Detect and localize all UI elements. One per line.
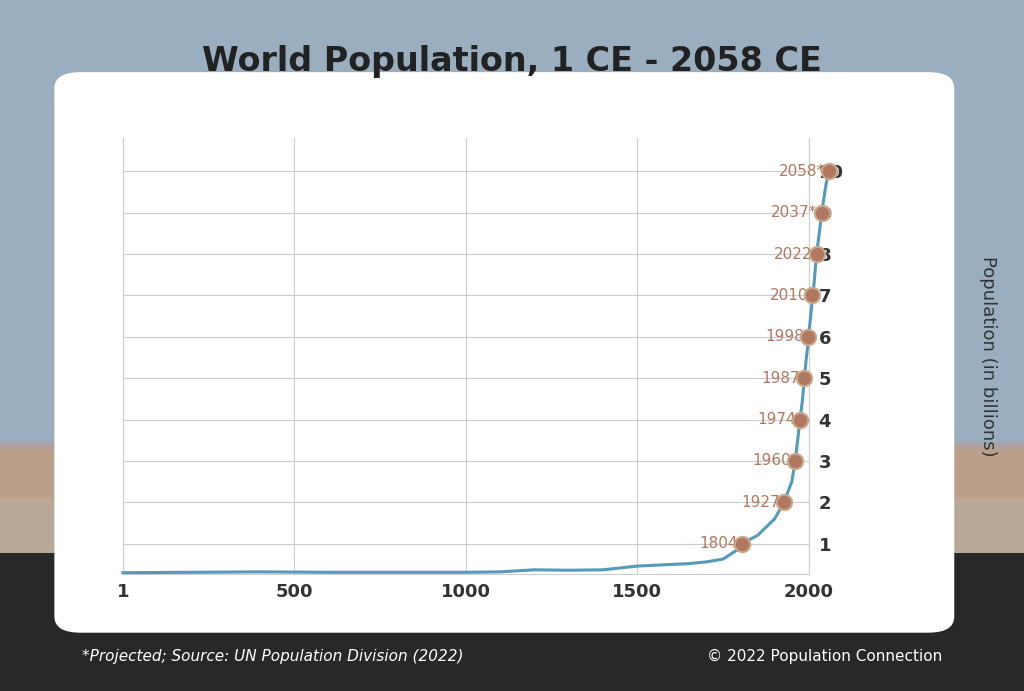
Text: 1987: 1987 xyxy=(762,370,801,386)
Text: 1998: 1998 xyxy=(765,330,804,344)
Bar xyxy=(0,0,1024,449)
Text: 1974: 1974 xyxy=(758,412,796,427)
Bar xyxy=(0,553,1024,691)
Text: 2058*: 2058* xyxy=(778,164,824,179)
Text: 2037*: 2037* xyxy=(771,205,817,220)
Bar xyxy=(0,449,1024,553)
Text: Population (in billions): Population (in billions) xyxy=(979,256,997,456)
Text: *Projected; Source: UN Population Division (2022): *Projected; Source: UN Population Divisi… xyxy=(82,649,464,664)
Text: World Population, 1 CE - 2058 CE: World Population, 1 CE - 2058 CE xyxy=(202,45,822,78)
Text: 1804: 1804 xyxy=(699,536,737,551)
FancyBboxPatch shape xyxy=(54,72,954,633)
Text: 1960: 1960 xyxy=(753,453,792,468)
Text: 2022: 2022 xyxy=(774,247,812,262)
Text: 2010: 2010 xyxy=(770,288,808,303)
Bar xyxy=(0,442,1024,498)
Text: © 2022 Population Connection: © 2022 Population Connection xyxy=(707,649,942,664)
Text: 1927: 1927 xyxy=(741,495,780,510)
